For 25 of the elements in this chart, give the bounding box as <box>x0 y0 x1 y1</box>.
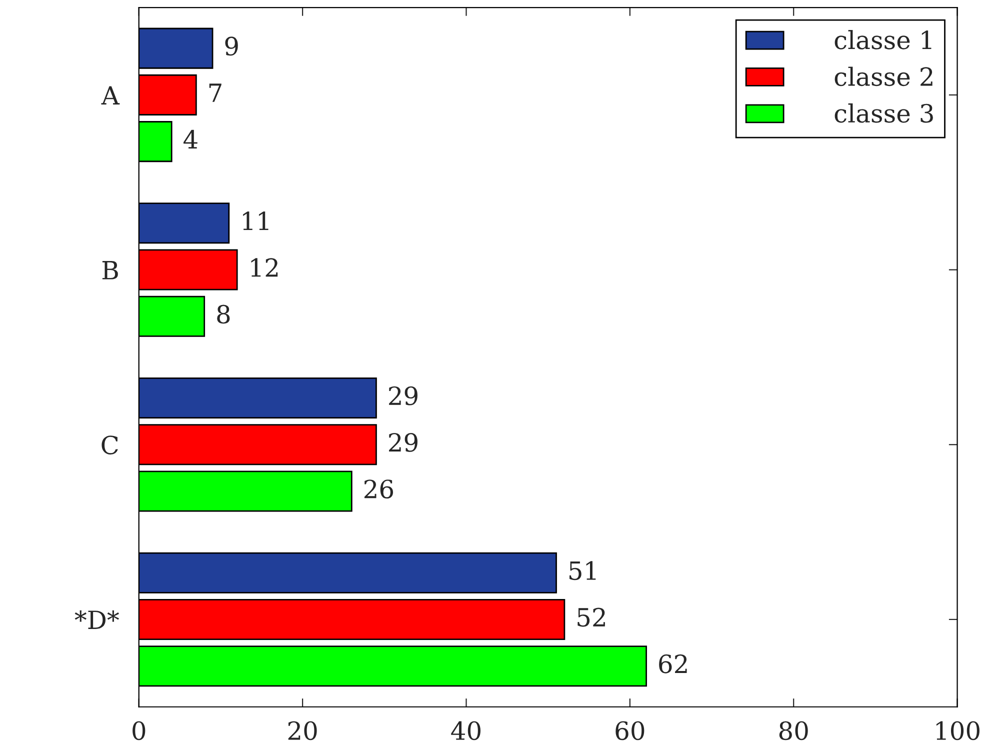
data-label: 62 <box>659 654 687 674</box>
legend-label: classe 2 <box>834 66 932 86</box>
legend-label: classe 3 <box>834 103 933 123</box>
y-tick-label: A <box>101 86 120 104</box>
data-label: 4 <box>183 130 198 148</box>
data-label: 29 <box>389 386 418 406</box>
x-tick-label: 60 <box>616 721 644 740</box>
data-label: 8 <box>217 304 230 324</box>
data-label: 26 <box>364 480 394 498</box>
y-tick-label: B <box>102 261 118 280</box>
y-tick-label: C <box>102 436 118 454</box>
legend-label: classe 1 <box>834 30 932 50</box>
data-label: 51 <box>570 561 596 580</box>
x-tick-label: 0 <box>132 721 146 740</box>
data-label: 7 <box>209 84 222 102</box>
x-tick-label: 40 <box>451 721 480 740</box>
y-tick-label: *D* <box>74 610 120 629</box>
data-label: 12 <box>251 258 278 277</box>
x-tick-label: 80 <box>779 721 808 740</box>
x-tick-label: 100 <box>936 721 980 740</box>
data-label: 11 <box>243 212 268 230</box>
data-label: 52 <box>578 608 605 627</box>
x-tick-label: 20 <box>288 721 317 740</box>
data-label: 9 <box>225 36 238 56</box>
data-label: 29 <box>389 432 418 452</box>
